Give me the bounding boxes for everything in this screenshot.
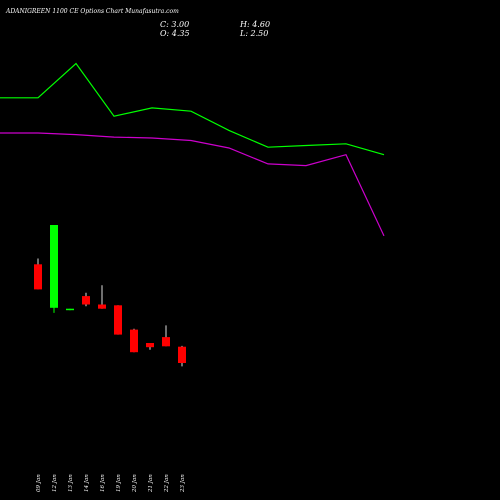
x-tick-labels: 09 Jan 12 Jan 13 Jan 14 Jan 16 Jan 19 Jan 20 J… — [36, 474, 186, 493]
candle-body — [82, 296, 90, 305]
x-tick-label: 20 Jan — [132, 474, 138, 493]
candle-body — [66, 308, 74, 311]
candle-body — [34, 264, 42, 290]
candle-body — [146, 343, 154, 348]
x-tick-label: 09 Jan — [36, 474, 42, 492]
x-tick-label: 21 Jan — [148, 474, 154, 493]
open-value: O: 4.35 — [160, 29, 190, 38]
close-value: C: 3.00 — [160, 20, 190, 29]
x-tick-label: 16 Jan — [100, 474, 106, 492]
low-value: L: 2.50 — [240, 29, 269, 38]
x-tick-label: 13 Jan — [68, 474, 74, 492]
candle-body — [114, 305, 122, 335]
high-value: H: 4.60 — [240, 20, 271, 29]
green-indicator-line — [0, 62, 385, 156]
x-tick-label: 14 Jan — [84, 474, 90, 492]
candles — [34, 225, 186, 367]
candle-body — [98, 304, 106, 309]
magenta-indicator-line — [0, 132, 385, 237]
x-tick-label: 12 Jan — [52, 474, 58, 492]
x-tick-label: 23 Jan — [180, 474, 186, 493]
chart-title: ADANIGREEN 1100 CE Options Chart Munafas… — [6, 8, 179, 15]
x-tick-label: 22 Jan — [164, 474, 170, 493]
candle-body — [130, 329, 138, 353]
candle-body — [50, 225, 58, 308]
x-tick-label: 19 Jan — [116, 474, 122, 492]
indicator-lines — [0, 62, 385, 237]
candle-body — [162, 337, 170, 347]
candle-body — [178, 346, 186, 363]
